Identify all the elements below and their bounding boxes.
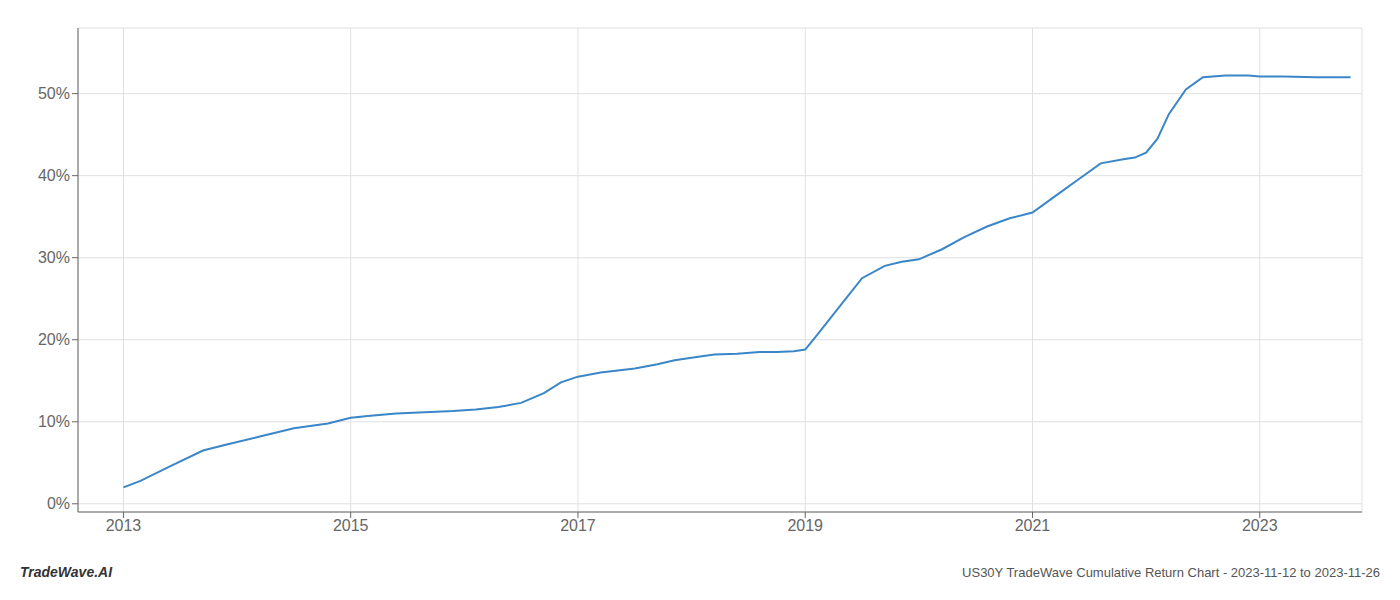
- html-text:US30Y TradeWave Cumulative Ret: US30Y TradeWave Cumulative Return Chart …: [962, 564, 1380, 580]
- svg-text:2019: 2019: [787, 517, 823, 534]
- svg-text:2021: 2021: [1015, 517, 1051, 534]
- svg-text:20%: 20%: [38, 331, 70, 348]
- svg-text:50%: 50%: [38, 85, 70, 102]
- svg-text:2013: 2013: [106, 517, 142, 534]
- svg-text:10%: 10%: [38, 413, 70, 430]
- svg-text:0%: 0%: [47, 495, 70, 512]
- svg-text:40%: 40%: [38, 167, 70, 184]
- svg-text:2015: 2015: [333, 517, 369, 534]
- svg-text:2023: 2023: [1242, 517, 1278, 534]
- svg-text:30%: 30%: [38, 249, 70, 266]
- html-text:TradeWave.AI: TradeWave.AI: [20, 564, 113, 580]
- svg-text:2017: 2017: [560, 517, 596, 534]
